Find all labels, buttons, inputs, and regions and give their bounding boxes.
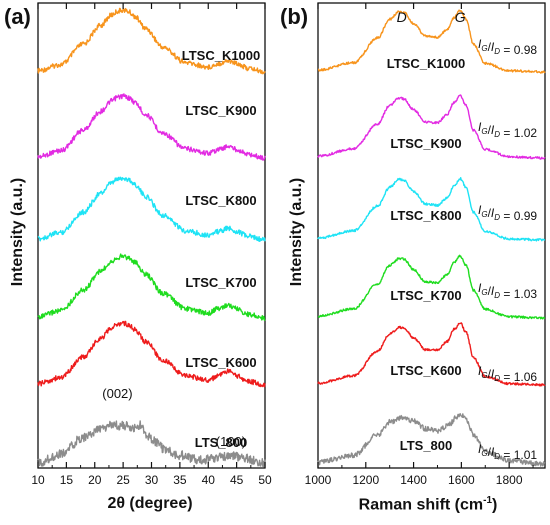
series-label: LTSC_K700 (390, 288, 461, 303)
series-label: LTSC_K600 (390, 363, 461, 378)
panel-b-xlabel-sup: -1 (483, 495, 493, 506)
x-tick-label: 30 (145, 473, 159, 487)
series-label: LTSC_K900 (185, 103, 256, 118)
x-tick-label: 15 (60, 473, 74, 487)
plot-frame (317, 2, 546, 469)
x-tick-label: 1000 (305, 473, 332, 487)
x-tick-label: 25 (116, 473, 130, 487)
series-label: LTSC_K900 (390, 136, 461, 151)
series-label: LTSC_K1000 (182, 48, 261, 63)
ratio-label: IG/ID = 1.06 (478, 364, 537, 384)
ratio-label: IG/ID = 0.98 (478, 37, 537, 57)
ratio-label: IG/ID = 0.99 (478, 203, 537, 223)
panel-a-xlabel: 2θ (degree) (107, 495, 193, 512)
panel-a-letter: (a) (4, 4, 31, 29)
ratio-label: IG/ID = 1.01 (478, 442, 537, 462)
series-line-ltsc_k600 (37, 320, 266, 388)
ratio-label: IG/ID = 1.02 (478, 120, 537, 140)
series-line-ltsc_k1000 (317, 9, 546, 74)
series-line-ltsc_k800 (317, 177, 546, 242)
series-label: LTSC_K800 (185, 193, 256, 208)
series-line-ltsc_k900 (317, 94, 546, 160)
series-label: LTS_800 (195, 435, 248, 450)
x-tick-label: 1800 (496, 473, 523, 487)
peak-label: D (397, 9, 407, 25)
series-line-ltsc_k1000 (37, 7, 266, 75)
plot-frame (37, 2, 266, 469)
panel-b-xlabel-tail: ) (492, 496, 498, 514)
series-line-ltsc_k900 (37, 93, 266, 161)
panel-b-xlabel-main: Raman shift (cm (358, 496, 484, 514)
series-label: LTSC_K800 (390, 208, 461, 223)
series-label: LTSC_K700 (185, 275, 256, 290)
x-tick-label: 1200 (352, 473, 379, 487)
series-line-ltsc_k600 (317, 322, 546, 387)
x-tick-label: 40 (202, 473, 216, 487)
series-label: LTSC_K600 (185, 355, 256, 370)
series-label: LTS_800 (400, 438, 453, 453)
panel-b-ylabel: Intensity (a.u.) (288, 177, 305, 287)
series-line-lts_800 (37, 420, 266, 468)
x-tick-label: 10 (31, 473, 45, 487)
series-label: LTSC_K1000 (387, 56, 466, 71)
panel-b-plot: LTSC_K1000 IG/ID = 0.98 LTSC_K900 IG/ID = 1… (305, 2, 546, 487)
series-line-lts_800 (317, 413, 546, 467)
ratio-label: IG/ID = 1.03 (478, 281, 537, 301)
panel-a-ylabel: Intensity (a.u.) (9, 177, 26, 287)
series-line-ltsc_k700 (317, 254, 546, 320)
series-line-ltsc_k800 (37, 176, 266, 242)
x-tick-label: 1400 (400, 473, 427, 487)
peak-annotation: (002) (102, 386, 132, 401)
x-tick-label: 1600 (448, 473, 475, 487)
x-tick-label: 20 (88, 473, 102, 487)
panel-b-xlabel: Raman shift (cm-1) (359, 495, 498, 514)
panel-b-letter: (b) (280, 4, 309, 29)
x-tick-label: 45 (230, 473, 244, 487)
peak-annotation: (100) (216, 434, 246, 449)
panel-a-plot: LTSC_K1000 LTSC_K900 LTSC_K800 LTSC_K700 LTS… (31, 2, 272, 487)
x-tick-label: 35 (173, 473, 187, 487)
series-line-ltsc_k700 (37, 253, 266, 321)
peak-label: G (455, 9, 466, 25)
x-tick-label: 50 (258, 473, 272, 487)
